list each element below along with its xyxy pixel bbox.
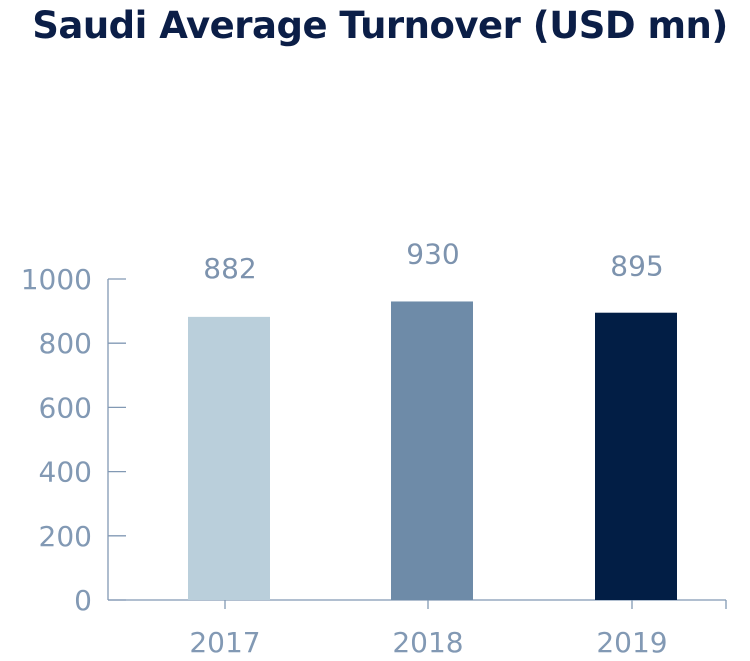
bar-2018 [391, 301, 473, 600]
bars [188, 301, 677, 600]
y-axis: 0 200 400 600 800 1000 [21, 263, 126, 617]
x-tick-label: 2018 [392, 626, 463, 659]
x-axis: 2017 2018 2019 [108, 599, 727, 659]
y-tick-label: 0 [74, 584, 92, 617]
data-labels: 882 930 895 [203, 237, 663, 284]
bar-2019 [595, 312, 677, 600]
x-tick-label: 2019 [596, 626, 667, 659]
chart-title: Saudi Average Turnover (USD mn) [32, 4, 728, 47]
data-label-2018: 930 [406, 237, 459, 270]
bar-2017 [188, 316, 270, 600]
y-tick-label: 600 [39, 391, 92, 424]
y-tick-label: 1000 [21, 263, 92, 296]
y-tick-label: 200 [39, 520, 92, 553]
y-tick-label: 800 [39, 327, 92, 360]
data-label-2017: 882 [203, 252, 256, 285]
y-tick-label: 400 [39, 456, 92, 489]
x-tick-label: 2017 [189, 626, 260, 659]
data-label-2019: 895 [610, 250, 663, 283]
